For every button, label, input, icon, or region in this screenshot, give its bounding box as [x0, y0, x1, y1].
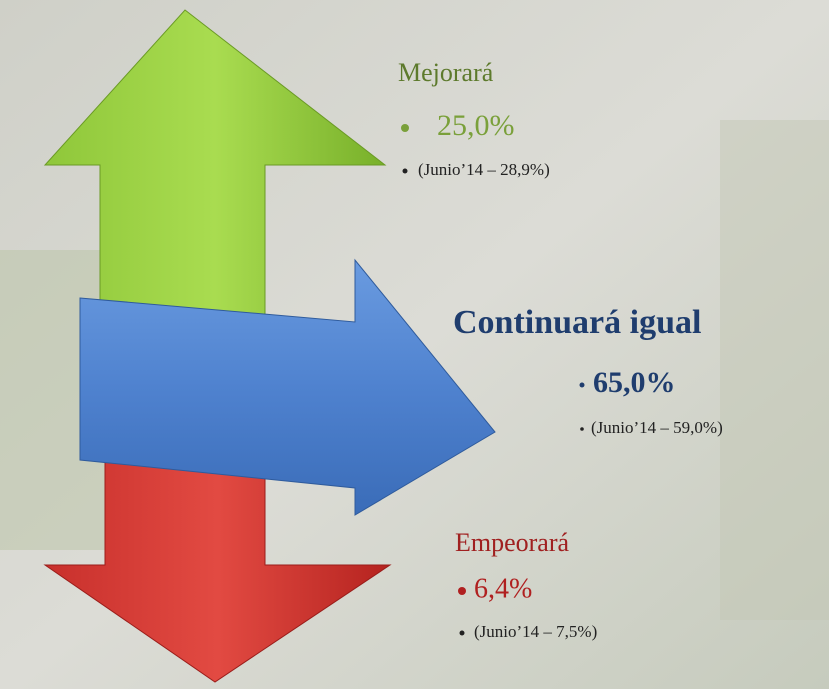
item-value: 25,0% [437, 109, 515, 142]
bullet [403, 169, 408, 174]
bullet [458, 587, 466, 595]
slide: Mejorará 25,0% (Junio’14 – 28,9%) Contin… [0, 0, 829, 689]
item-label: Empeorará [455, 528, 570, 557]
item-previous: (Junio’14 – 7,5%) [474, 622, 597, 641]
item-previous: (Junio’14 – 59,0%) [591, 418, 723, 437]
item-value: 6,4% [474, 573, 532, 604]
bullet [580, 427, 584, 431]
bullet [401, 124, 409, 132]
item-previous: (Junio’14 – 28,9%) [418, 160, 550, 179]
item-label: Mejorará [398, 58, 494, 87]
item-value: 65,0% [593, 366, 676, 399]
item-label: Continuará igual [453, 304, 701, 341]
bullet [460, 631, 465, 636]
background-column [720, 120, 829, 620]
page: Mejorará 25,0% (Junio’14 – 28,9%) Contin… [0, 0, 829, 689]
bullet [580, 383, 585, 388]
